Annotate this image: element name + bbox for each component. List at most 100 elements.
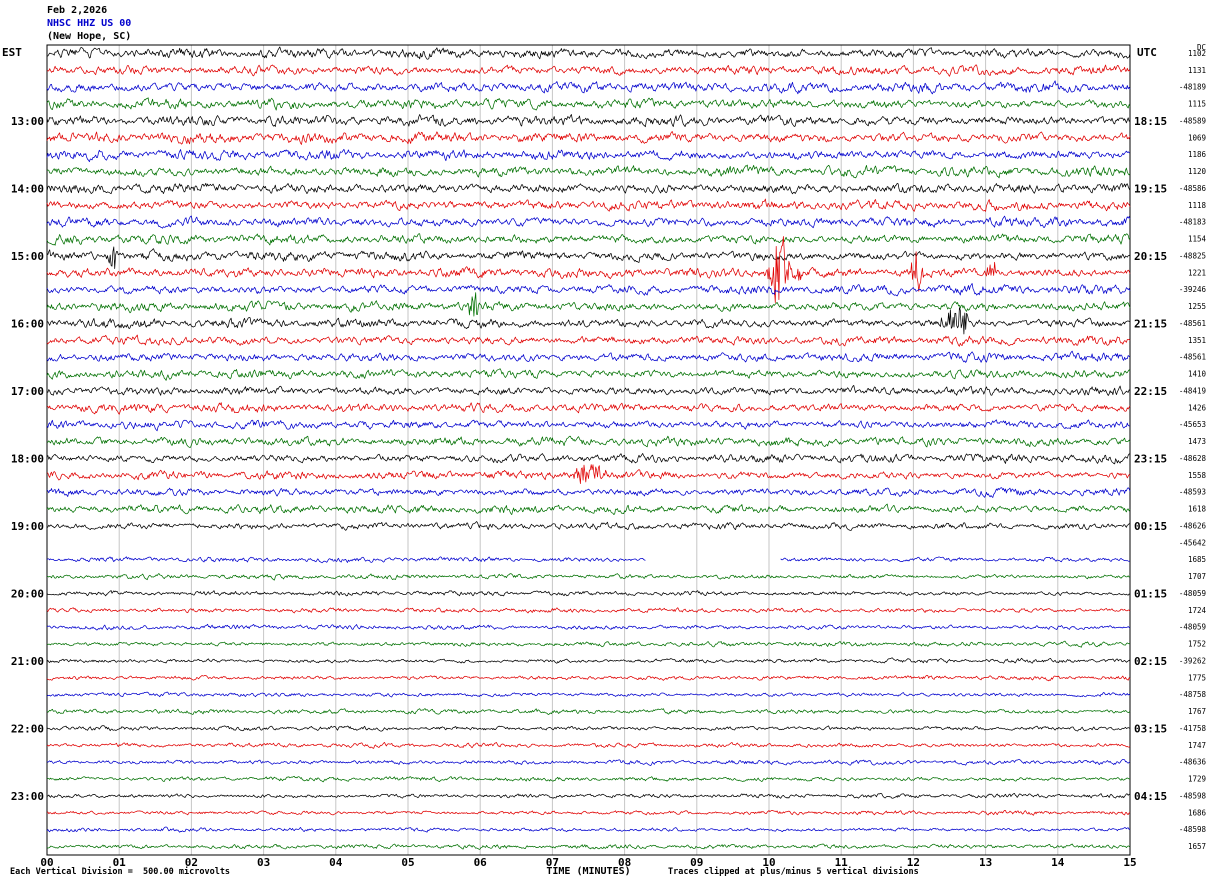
dc-offset-value: 1131: [1188, 66, 1206, 75]
dc-offset-value: -48059: [1179, 589, 1206, 598]
dc-offset-value: 1102: [1188, 49, 1206, 58]
dc-offset-value: -48059: [1179, 623, 1206, 632]
seismogram-trace: [46, 385, 1131, 396]
est-row-label: 14:00: [11, 182, 44, 195]
seismogram-trace: [46, 742, 1131, 749]
seismogram-trace: [46, 826, 1131, 833]
seismogram-trace: [46, 725, 1131, 732]
footer-scale-note: Each Vertical Division = 500.00 microvol…: [10, 867, 231, 877]
seismogram-trace: [46, 148, 1131, 163]
seismogram-trace: [46, 487, 1131, 498]
seismogram-trace: [46, 708, 1131, 715]
utc-row-label: 18:15: [1134, 115, 1167, 128]
dc-column-label: DC: [1197, 43, 1206, 52]
dc-offset-value: -48589: [1179, 116, 1206, 125]
dc-offset-value: 1686: [1188, 808, 1207, 817]
dc-offset-value: -48628: [1179, 454, 1207, 463]
seismogram-trace: [47, 793, 1131, 799]
dc-offset-value: -48825: [1179, 251, 1206, 260]
dc-offset-value: 1724: [1188, 606, 1207, 615]
dc-offset-value: -45653: [1179, 420, 1206, 429]
dc-offset-value: 1154: [1188, 235, 1207, 244]
est-row-label: 21:00: [11, 655, 44, 668]
est-row-label: 23:00: [11, 790, 44, 803]
utc-row-label: 22:15: [1134, 385, 1167, 398]
seismogram-trace: [46, 464, 1131, 484]
location-label: (New Hope, SC): [47, 31, 132, 42]
est-row-label: 19:00: [11, 520, 44, 533]
est-axis-label: EST: [2, 46, 22, 59]
dc-offset-value: -48598: [1179, 791, 1207, 800]
dc-offset-value: 1351: [1188, 336, 1206, 345]
seismogram-trace: [46, 623, 1131, 631]
seismogram-trace: [46, 350, 1131, 363]
seismogram-trace: [46, 503, 1131, 515]
dc-offset-value: 1747: [1188, 741, 1206, 750]
est-row-label: 22:00: [11, 722, 44, 735]
utc-row-label: 00:15: [1134, 520, 1167, 533]
seismogram-trace: [46, 521, 1130, 531]
seismogram-trace: [46, 292, 1131, 317]
seismogram-trace: [46, 453, 1131, 465]
dc-offset-value: 1410: [1188, 370, 1207, 379]
utc-row-label: 21:15: [1134, 317, 1167, 330]
est-row-label: 13:00: [11, 115, 44, 128]
seismogram-trace: [46, 215, 1131, 229]
x-tick-label: 06: [474, 856, 488, 869]
dc-offset-value: 1657: [1188, 842, 1206, 851]
x-axis-title: TIME (MINUTES): [546, 866, 631, 877]
seismogram-trace: [46, 419, 1131, 432]
dc-offset-value: 1426: [1188, 403, 1207, 412]
seismogram-trace: [46, 334, 1131, 347]
x-tick-label: 11: [835, 856, 849, 869]
dc-offset-value: 1120: [1188, 167, 1207, 176]
seismogram-trace: [46, 80, 1131, 95]
station-label: NHSC HHZ US 00: [47, 18, 132, 29]
dc-offset-value: 1729: [1188, 775, 1206, 784]
x-tick-label: 01: [113, 856, 127, 869]
dc-offset-value: -48758: [1179, 690, 1207, 699]
seismogram-trace: [46, 691, 1131, 698]
footer-clip-note: Traces clipped at plus/minus 5 vertical …: [668, 867, 919, 877]
x-tick-label: 03: [257, 856, 270, 869]
x-tick-label: 12: [907, 856, 920, 869]
dc-offset-value: -48561: [1179, 319, 1206, 328]
seismogram-trace: [46, 198, 1131, 212]
x-tick-label: 00: [40, 856, 53, 869]
seismogram-trace: [46, 675, 1131, 682]
x-tick-label: 05: [401, 856, 414, 869]
est-row-label: 18:00: [11, 452, 44, 465]
x-tick-label: 15: [1123, 856, 1136, 869]
dc-offset-value: -48586: [1179, 184, 1207, 193]
dc-offset-value: 1069: [1188, 133, 1206, 142]
utc-row-label: 01:15: [1134, 587, 1167, 600]
x-tick-label: 07: [546, 856, 559, 869]
dc-offset-value: 1767: [1188, 707, 1206, 716]
x-tick-label: 10: [762, 856, 775, 869]
dc-offset-value: -48183: [1179, 218, 1206, 227]
dc-offset-value: 1473: [1188, 437, 1206, 446]
seismogram-trace: [46, 368, 1131, 381]
seismogram-trace: [46, 657, 1131, 664]
dc-offset-value: 1118: [1188, 201, 1207, 210]
header: Feb 2,2026 NHSC HHZ US 00 (New Hope, SC): [47, 4, 131, 43]
dc-offset-value: -45642: [1179, 538, 1206, 547]
dc-offset-value: -39246: [1179, 285, 1207, 294]
seismogram-trace: [46, 775, 1131, 783]
dc-offset-value: -48598: [1179, 825, 1207, 834]
dc-offset-value: 1685: [1188, 555, 1206, 564]
x-tick-label: 08: [618, 856, 631, 869]
seismogram-trace: [46, 307, 1131, 335]
seismogram-trace: [46, 164, 1131, 179]
utc-row-label: 03:15: [1134, 722, 1167, 735]
utc-row-label: 20:15: [1134, 250, 1167, 263]
seismogram-trace: [47, 573, 1131, 581]
dc-offset-value: 1752: [1188, 640, 1206, 649]
est-row-label: 17:00: [11, 385, 44, 398]
dc-offset-value: -48636: [1179, 758, 1207, 767]
est-row-label: 15:00: [11, 250, 44, 263]
dc-offset-value: -41758: [1179, 724, 1207, 733]
x-tick-label: 09: [690, 856, 703, 869]
seismogram-trace: [46, 435, 1131, 448]
